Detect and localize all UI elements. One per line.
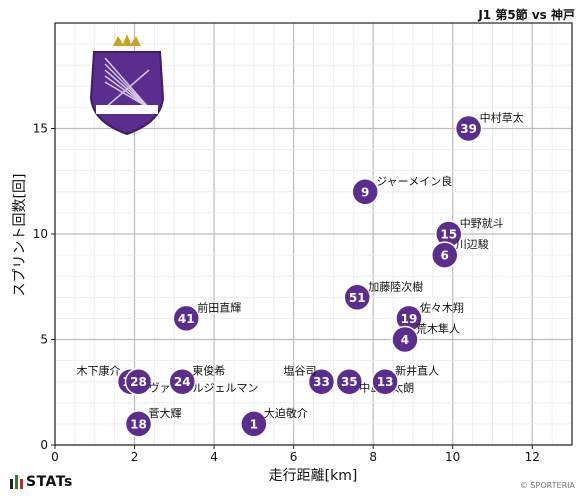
y-tick-label: 10 [33,227,48,241]
point-number: 9 [361,185,369,199]
point-number: 33 [313,375,330,389]
point-number: 39 [460,122,477,136]
crown-icon [113,34,141,46]
point-label: 中村草太 [480,111,524,125]
point-marker [430,241,459,269]
point-label: 東俊希 [192,364,225,378]
x-tick-label: 6 [290,450,298,464]
point-marker [240,410,268,438]
x-tick-label: 2 [131,450,139,464]
arrow-icon [104,81,150,109]
arrow-icon [104,75,150,109]
match-title: J1 第5節 vs 神戸 [478,8,575,22]
arrow-icon [104,69,150,109]
data-point: 6 川辺駿 [430,237,489,269]
point-marker [124,367,153,396]
point-marker [335,367,364,396]
bars-icon [10,475,23,489]
point-number: 24 [174,375,191,389]
x-tick-label: 12 [525,450,540,464]
shield-icon [89,51,165,136]
point-label: ジャーメイン良 [376,174,452,188]
point-label: 木下康介 [77,364,121,378]
y-tick-label: 5 [40,333,48,347]
point-number: 28 [130,375,147,389]
point-marker [371,367,399,396]
point-number: 13 [377,375,394,389]
x-tick-label: 10 [445,450,460,464]
data-point: 1 大迫敬介 [240,406,308,438]
point-number: 4 [401,333,409,347]
data-point: 9 ジャーメイン良 [351,174,452,206]
point-label: 川辺駿 [456,237,489,251]
point-label: 塩谷司 [283,364,316,378]
copyright: © SPORTERIA [519,481,575,490]
y-axis-label: スプリント回数[回] [12,174,28,297]
point-number: 19 [401,312,418,326]
point-number: 6 [441,249,449,263]
point-marker [124,410,153,438]
point-label: ヴァレールジェルマン [149,381,259,395]
point-marker [391,325,419,354]
point-label: 荒木隼人 [416,322,460,336]
point-number: 35 [341,375,358,389]
data-point: 4 荒木隼人 [391,322,460,354]
logo-banner [96,105,158,114]
point-marker [172,304,200,333]
point-marker [343,283,371,312]
point-number: 15 [440,228,457,242]
x-axis-label: 走行距離[km] [269,467,358,484]
point-number: 18 [130,417,147,431]
point-label: 菅大輝 [149,406,182,420]
point-number: 41 [178,312,195,326]
point-marker [168,367,197,396]
data-points: 39中村草太9ジャーメイン良15中野就斗6川辺駿51加藤陸次樹41前田直輝19佐… [77,111,524,438]
x-tick-label: 8 [369,450,377,464]
point-number: 1 [250,417,258,431]
y-tick-label: 15 [33,122,48,136]
stats-brand: STATs [10,474,73,490]
stats-label: STATs [26,474,73,490]
point-label: 大迫敬介 [264,406,308,420]
x-tick-label: 0 [51,450,59,464]
club-logo [89,34,165,136]
point-label: 前田直輝 [197,300,241,314]
point-label: 佐々木翔 [420,300,464,314]
point-marker [351,178,379,206]
point-label: 加藤陸次樹 [368,279,423,293]
point-marker [454,114,483,143]
point-label: 中野就斗 [460,216,504,230]
y-tick-label: 0 [40,438,48,452]
point-label: 新井直人 [395,364,439,378]
arrow-icon [104,63,150,109]
x-tick-label: 4 [210,450,218,464]
point-number: 51 [349,291,366,305]
point-marker [307,367,336,396]
